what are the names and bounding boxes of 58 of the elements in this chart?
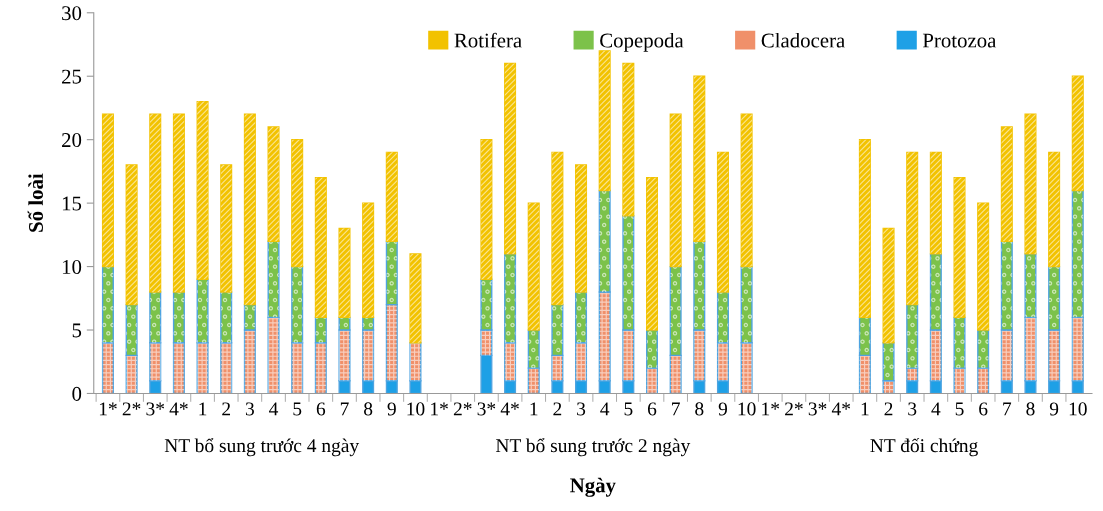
x-tick-label: 7	[672, 402, 680, 416]
x-tick-label: 4*	[831, 402, 851, 416]
x-tick-label: 2	[222, 402, 231, 416]
y-tick-label: 0	[72, 386, 82, 401]
x-tick-label: 3	[577, 402, 586, 416]
x-tick-label: 3*	[146, 402, 165, 416]
y-tick-label: 10	[62, 259, 82, 274]
x-tick-label: 2*	[785, 402, 803, 416]
x-tick-label: 7	[340, 402, 349, 416]
x-tick-label: 4	[931, 402, 941, 416]
x-tick-label: 1	[530, 402, 538, 416]
x-tick-label: 1	[861, 402, 869, 416]
x-tick-label: 1*	[762, 402, 780, 416]
x-tick-label: 4	[600, 402, 610, 416]
y-tick-label: 20	[62, 133, 82, 148]
legend-label: Rotifera	[454, 32, 522, 48]
y-tick-label: 25	[62, 69, 82, 84]
x-tick-label: 9	[718, 402, 728, 416]
x-tick-label: 5	[293, 402, 302, 416]
x-tick-label: 6	[647, 402, 657, 416]
x-tick-label: 4	[269, 402, 279, 416]
x-tick-label: 1*	[431, 402, 448, 416]
x-axis-title: Ngày	[570, 477, 616, 497]
x-tick-label: 5	[624, 402, 633, 416]
x-tick-label: 3	[245, 402, 254, 416]
x-tick-label: 6	[316, 402, 326, 416]
x-tick-label: 10	[407, 402, 425, 416]
x-tick-label: 2	[553, 402, 562, 416]
text: NT đối chứng	[870, 437, 978, 457]
x-tick-label: 2	[884, 402, 893, 416]
x-tick-label: 9	[1049, 402, 1059, 416]
x-tick-label: 1	[199, 402, 207, 416]
x-tick-label: 10	[738, 402, 756, 416]
x-tick-label: 1*	[99, 402, 117, 416]
x-tick-label: 8	[1026, 402, 1035, 416]
x-tick-label: 2*	[122, 402, 141, 416]
x-tick-label: 6	[979, 402, 988, 416]
x-tick-label: 3	[908, 402, 917, 416]
text: NT bổ sung trước 2 ngày	[495, 437, 691, 457]
text: NT bổ sung trước 4 ngày	[164, 437, 360, 457]
y-tick-label: 5	[72, 323, 82, 338]
y-tick-label: 15	[62, 196, 82, 211]
y-axis-title: Số loài	[27, 173, 43, 232]
x-tick-label: 8	[364, 402, 373, 416]
x-tick-label: 10	[1069, 402, 1087, 416]
y-tick-label: 30	[62, 6, 82, 21]
legend-label: Cladocera	[761, 32, 845, 48]
x-tick-label: 4*	[169, 402, 188, 416]
x-tick-label: 3*	[477, 402, 496, 416]
x-tick-label: 9	[387, 402, 396, 416]
x-tick-label: 2*	[453, 402, 472, 416]
x-tick-label: 8	[695, 402, 704, 416]
legend-label: Protozoa	[922, 33, 997, 48]
x-tick-label: 4*	[500, 402, 519, 416]
x-tick-label: 3*	[808, 402, 827, 416]
x-tick-label: 7	[1003, 402, 1012, 416]
x-tick-label: 5	[955, 402, 964, 416]
legend-label: Copepoda	[600, 32, 684, 52]
